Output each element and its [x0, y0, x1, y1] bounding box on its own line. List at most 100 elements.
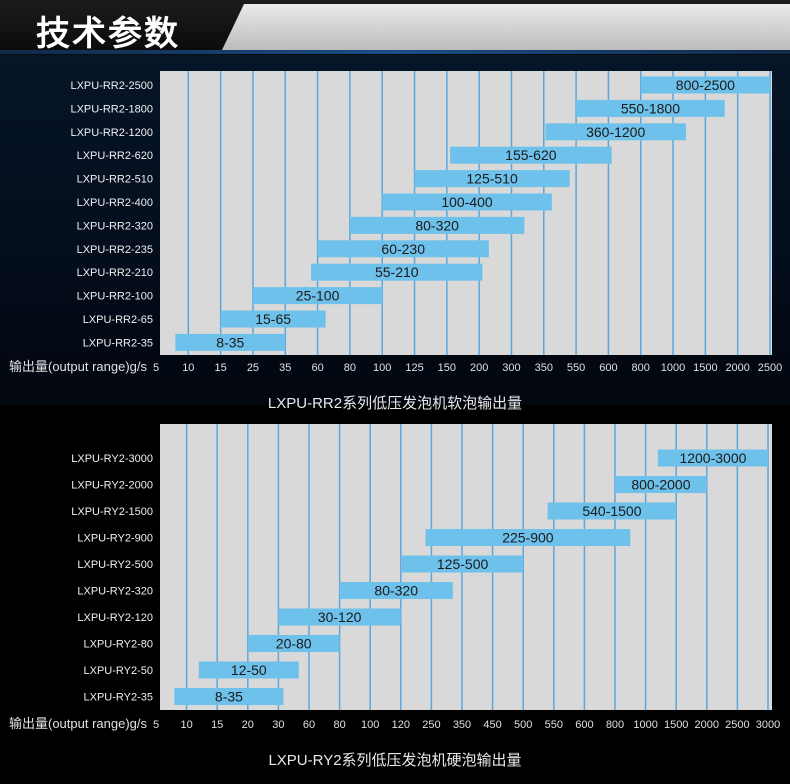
page-header: 技术参数 — [0, 0, 790, 55]
x-tick-label: 350 — [535, 362, 553, 374]
range-bar-label: 800-2500 — [676, 77, 735, 93]
category-label: LXPU-RY2-2000 — [71, 480, 153, 492]
x-tick-label: 30 — [272, 719, 284, 731]
x-tick-label: 125 — [405, 362, 423, 374]
range-bar — [547, 502, 677, 520]
range-bar-label: 125-510 — [466, 171, 518, 187]
range-bar — [339, 582, 453, 599]
range-bar — [220, 310, 326, 328]
range-bar-label: 550-1800 — [621, 100, 680, 116]
x-tick-label: 1000 — [633, 719, 657, 731]
range-bar-label: 80-320 — [415, 217, 459, 233]
category-label: LXPU-RR2-510 — [77, 174, 153, 186]
category-label: LXPU-RY2-500 — [77, 559, 153, 571]
x-tick-label: 5 — [153, 719, 159, 731]
range-bar — [576, 99, 725, 117]
x-tick-label: 25 — [247, 362, 259, 374]
x-tick-label: 150 — [438, 362, 456, 374]
range-bar-label: 8-35 — [215, 689, 243, 705]
x-tick-label: 5 — [153, 362, 159, 374]
range-bar — [174, 688, 284, 705]
x-tick-label: 550 — [567, 362, 585, 374]
range-bar-label: 80-320 — [374, 583, 418, 599]
range-bar — [317, 240, 489, 258]
category-label: LXPU-RR2-1800 — [70, 103, 153, 115]
range-bar — [252, 287, 383, 305]
page-title: 技术参数 — [36, 15, 180, 53]
range-bar-label: 800-2000 — [631, 477, 690, 493]
category-label: LXPU-RR2-35 — [83, 337, 153, 349]
category-label: LXPU-RY2-3000 — [71, 453, 153, 465]
rr2-chart-title: LXPU-RR2系列低压发泡机软泡输出量 — [267, 395, 523, 412]
range-bar-label: 155-620 — [505, 147, 557, 163]
x-tick-label: 100 — [361, 719, 379, 731]
category-label: LXPU-RY2-900 — [77, 533, 153, 545]
x-tick-label: 15 — [215, 362, 227, 374]
range-bar-label: 100-400 — [441, 194, 493, 210]
range-bar — [401, 555, 524, 573]
category-label: LXPU-RR2-400 — [77, 197, 153, 209]
x-tick-label: 20 — [242, 719, 254, 731]
header-accent-line — [0, 50, 790, 54]
x-tick-label: 35 — [279, 362, 291, 374]
x-tick-label: 1500 — [664, 719, 688, 731]
range-bar-label: 360-1200 — [586, 124, 645, 140]
range-bar-label: 15-65 — [255, 311, 291, 327]
category-label: LXPU-RR2-65 — [83, 314, 153, 326]
rr2-output-chart: 5 10 15 25 35 60 80 100 125 150 200 300 350 550 600 800… — [9, 71, 782, 374]
x-tick-label: 500 — [514, 719, 532, 731]
x-tick-label: 250 — [422, 719, 440, 731]
range-bar — [382, 193, 552, 211]
x-tick-label: 800 — [606, 719, 624, 731]
category-label: LXPU-RR2-235 — [77, 244, 153, 256]
category-label: LXPU-RR2-2500 — [70, 80, 153, 92]
range-bar-label: 12-50 — [231, 662, 267, 678]
x-tick-label: 3000 — [756, 719, 780, 731]
range-bar — [450, 146, 612, 164]
range-bar — [349, 216, 525, 234]
range-bar-label: 25-100 — [296, 288, 340, 304]
category-label: LXPU-RR2-320 — [77, 220, 153, 232]
x-tick-label: 550 — [545, 719, 563, 731]
category-label: LXPU-RY2-320 — [77, 586, 153, 598]
category-label: LXPU-RR2-620 — [77, 150, 153, 162]
category-label: LXPU-RR2-100 — [77, 291, 153, 303]
range-bar-label: 30-120 — [318, 609, 362, 625]
range-bar — [615, 476, 707, 493]
x-tick-label: 800 — [632, 362, 650, 374]
x-tick-label: 2500 — [758, 362, 782, 374]
category-label: LXPU-RR2-1200 — [70, 127, 153, 139]
category-label: LXPU-RY2-80 — [84, 639, 154, 651]
x-tick-label: 1000 — [661, 362, 685, 374]
range-bar-label: 125-500 — [437, 556, 489, 572]
x-tick-label: 80 — [344, 362, 356, 374]
x-tick-label: 10 — [182, 362, 194, 374]
range-bar — [198, 661, 299, 679]
x-axis-label: 输出量(output range)g/s — [9, 716, 148, 731]
plot-area — [160, 71, 772, 355]
range-bar — [640, 76, 770, 94]
x-tick-label: 10 — [180, 719, 192, 731]
range-bar-label: 225-900 — [502, 530, 554, 546]
x-tick-label: 15 — [211, 719, 223, 731]
range-bar — [175, 333, 286, 351]
x-tick-label: 60 — [303, 719, 315, 731]
x-tick-label: 1500 — [693, 362, 717, 374]
range-bar — [414, 170, 570, 188]
x-tick-label: 80 — [333, 719, 345, 731]
range-bar-label: 55-210 — [375, 264, 419, 280]
x-tick-label: 600 — [599, 362, 617, 374]
range-bar — [311, 263, 483, 281]
x-tick-label: 120 — [392, 719, 410, 731]
range-bar-label: 60-230 — [381, 241, 425, 257]
range-bar — [247, 635, 340, 652]
x-tick-label: 2000 — [695, 719, 719, 731]
x-tick-label: 200 — [470, 362, 488, 374]
range-bar-label: 8-35 — [216, 334, 244, 350]
x-tick-label: 350 — [453, 719, 471, 731]
x-tick-label: 2500 — [725, 719, 749, 731]
x-tick-label: 2000 — [725, 362, 749, 374]
range-bar-label: 540-1500 — [582, 503, 641, 519]
x-tick-label: 60 — [311, 362, 323, 374]
x-tick-label: 450 — [483, 719, 501, 731]
